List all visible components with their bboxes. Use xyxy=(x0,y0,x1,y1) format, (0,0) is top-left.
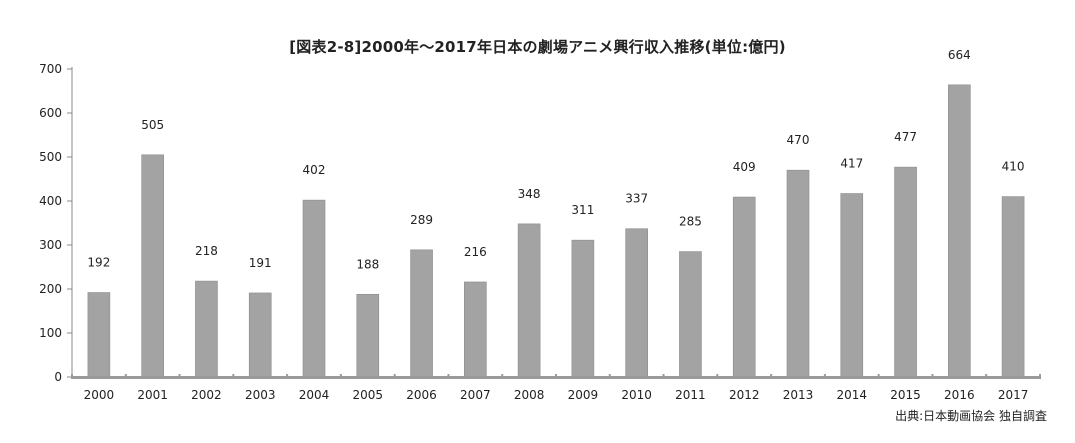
x-tick-label-2014: 2014 xyxy=(837,388,868,402)
x-tick xyxy=(232,374,235,379)
data-label-2006: 289 xyxy=(410,213,433,227)
x-tick xyxy=(608,374,611,379)
data-label-2017: 410 xyxy=(1002,160,1025,174)
data-label-2004: 402 xyxy=(303,163,326,177)
data-label-2003: 191 xyxy=(249,256,272,270)
y-tick-label: 0 xyxy=(54,370,62,384)
data-label-2012: 409 xyxy=(733,160,756,174)
x-tick xyxy=(501,374,504,379)
bar-2005 xyxy=(356,293,380,378)
x-tick xyxy=(662,374,665,379)
bar-2004 xyxy=(302,199,326,378)
bars: 192 505 218 191 402 188 289 216 348 311 337 285 409 4… xyxy=(87,48,1025,378)
bar-2013 xyxy=(786,169,810,378)
y-tick-label: 500 xyxy=(39,150,62,164)
x-tick-label-2000: 2000 xyxy=(84,388,115,402)
x-tick xyxy=(985,374,988,379)
x-tick-label-2008: 2008 xyxy=(514,388,545,402)
y-axis: 0 100 200 300 400 500 600 700 xyxy=(39,62,73,384)
x-tick-label-2015: 2015 xyxy=(890,388,921,402)
x-tick xyxy=(1039,374,1041,379)
data-label-2002: 218 xyxy=(195,244,218,258)
chart-title: [図表2-8]2000年〜2017年日本の劇場アニメ興行収入推移(単位:億円) xyxy=(289,38,786,56)
x-tick xyxy=(555,374,557,379)
y-tick-label: 600 xyxy=(39,106,62,120)
data-label-2007: 216 xyxy=(464,245,487,259)
x-tick-label-2002: 2002 xyxy=(191,388,222,402)
bar-2003 xyxy=(248,292,272,378)
data-label-2011: 285 xyxy=(679,215,702,229)
y-tick-label: 200 xyxy=(39,282,62,296)
bar-2012 xyxy=(732,196,756,378)
x-tick xyxy=(339,374,342,379)
x-tick-label-2003: 2003 xyxy=(245,388,276,402)
x-tick-label-2006: 2006 xyxy=(406,388,437,402)
x-tick xyxy=(716,374,719,379)
bar-2001 xyxy=(141,154,164,378)
x-tick xyxy=(124,374,127,379)
x-tick-label-2004: 2004 xyxy=(299,388,330,402)
bar-2009 xyxy=(571,239,595,378)
data-label-2008: 348 xyxy=(518,187,541,201)
x-tick-label-2013: 2013 xyxy=(783,388,814,402)
data-label-2016: 664 xyxy=(948,48,971,62)
bar-2015 xyxy=(894,166,917,378)
data-label-2014: 417 xyxy=(840,157,863,171)
bar-2002 xyxy=(195,280,218,378)
data-label-2013: 470 xyxy=(787,133,810,147)
bar-2016 xyxy=(948,84,971,378)
bar-2011 xyxy=(679,251,702,378)
x-tick-label-2001: 2001 xyxy=(137,388,168,402)
x-tick-label-2005: 2005 xyxy=(353,388,384,402)
source-note: 出典:日本動画協会 独自調査 xyxy=(895,409,1047,423)
x-tick-label-2017: 2017 xyxy=(998,388,1029,402)
x-tick-label-2009: 2009 xyxy=(568,388,599,402)
x-tick xyxy=(931,374,934,379)
data-label-2009: 311 xyxy=(571,203,594,217)
data-label-2015: 477 xyxy=(894,130,917,144)
data-label-2005: 188 xyxy=(356,257,379,271)
x-tick xyxy=(877,374,880,379)
y-tick-label: 400 xyxy=(39,194,62,208)
x-tick xyxy=(447,374,450,379)
x-tick xyxy=(393,374,396,379)
bar-2017 xyxy=(1001,196,1025,378)
x-axis: 2000 2001 2002 2003 2004 2005 2006 2007 2008 2009… xyxy=(71,374,1041,402)
y-tick-label: 100 xyxy=(39,326,62,340)
x-tick-label-2012: 2012 xyxy=(729,388,760,402)
y-tick-label: 700 xyxy=(39,62,62,76)
bar-2010 xyxy=(625,228,648,378)
x-tick xyxy=(71,374,73,379)
data-label-2010: 337 xyxy=(625,192,648,206)
bar-2014 xyxy=(840,193,864,378)
x-tick-label-2011: 2011 xyxy=(675,388,706,402)
bar-2007 xyxy=(464,281,487,378)
data-label-2001: 505 xyxy=(141,118,164,132)
x-tick-label-2016: 2016 xyxy=(944,388,975,402)
x-tick xyxy=(823,374,826,379)
x-tick xyxy=(770,374,773,379)
x-tick-label-2007: 2007 xyxy=(460,388,491,402)
bar-2006 xyxy=(410,249,433,378)
bar-2000 xyxy=(87,292,111,378)
y-tick-label: 300 xyxy=(39,238,62,252)
x-tick xyxy=(286,374,289,379)
x-tick xyxy=(178,374,181,379)
x-tick-label-2010: 2010 xyxy=(621,388,652,402)
bar-2008 xyxy=(517,223,541,378)
data-label-2000: 192 xyxy=(87,256,110,270)
